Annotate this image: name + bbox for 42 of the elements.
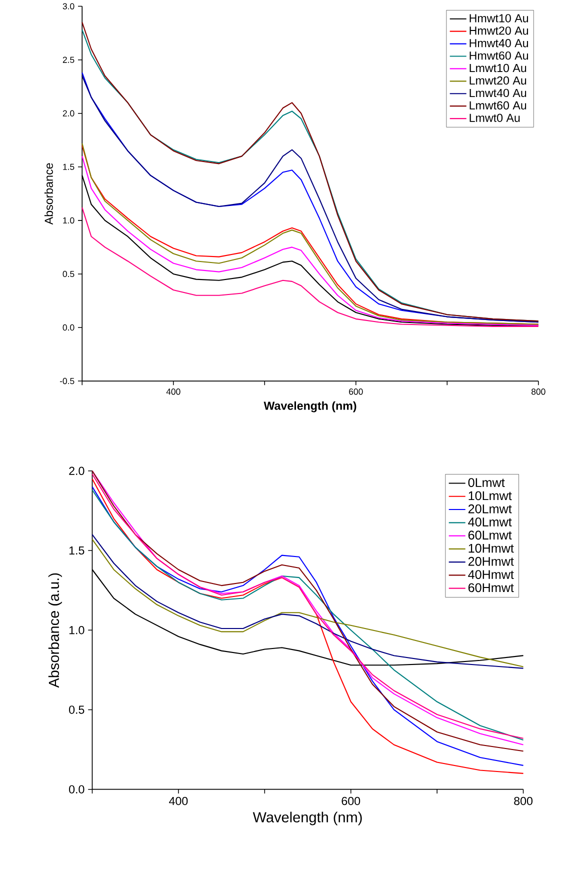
y-tick-label: 1.5 — [63, 164, 74, 170]
legend-label: 60Hmwt — [468, 583, 514, 592]
legend-label: Lmwt20 Au — [470, 76, 526, 85]
legend-label: 10Hmwt — [468, 544, 514, 553]
legend-label: 20Hmwt — [468, 556, 514, 566]
legend-label: 0Lmwt — [468, 478, 505, 488]
legend-label: 40Hmwt — [468, 570, 514, 579]
line-series — [82, 207, 540, 327]
y-tick-label: 2.0 — [63, 110, 74, 116]
x-tick-label: 600 — [342, 796, 360, 806]
y-tick-label: 0.5 — [63, 270, 74, 278]
legend-label: Lmwt0 Au — [470, 114, 520, 122]
y-tick-label: -0.5 — [60, 378, 74, 384]
legend-label: Lmwt60 Au — [470, 101, 526, 110]
x-tick-label: 800 — [532, 388, 546, 395]
y-tick-label: 0.0 — [69, 785, 84, 794]
legend-label: 20Lmwt — [468, 504, 512, 514]
y-axis-title: Absorbance (a.u.) — [48, 573, 62, 688]
y-tick-label: 0.0 — [63, 324, 74, 331]
y-tick-label: 1.0 — [63, 217, 74, 224]
x-tick-label: 400 — [166, 388, 180, 395]
x-tick-label: 400 — [169, 796, 188, 806]
x-tick-label: 600 — [349, 388, 363, 395]
legend-label: Hmwt10 Au — [470, 14, 528, 22]
legend-label: Hmwt60 Au — [470, 51, 528, 60]
legend-label: 40Lmwt — [468, 518, 512, 526]
legend-label: 60Lmwt — [468, 530, 512, 540]
y-tick-label: 2.0 — [69, 466, 84, 476]
legend-label: Hmwt20 Au — [470, 26, 528, 35]
legend-label: 10Lmwt — [468, 491, 512, 500]
legend-label: Lmwt40 Au — [470, 88, 526, 98]
legend-label: Lmwt10 Au — [470, 64, 526, 72]
y-axis-title: Absorbance — [44, 163, 54, 225]
x-axis-title: Wavelength (nm) — [264, 401, 356, 412]
x-axis-title: Wavelength (nm) — [253, 812, 362, 826]
legend-label: Hmwt40 Au — [470, 39, 528, 48]
y-tick-label: 1.0 — [70, 626, 84, 634]
x-tick-label: 800 — [514, 796, 533, 806]
y-tick-label: 1.5 — [70, 546, 84, 555]
y-tick-label: 3.0 — [63, 3, 74, 10]
y-tick-label: 0.5 — [69, 706, 84, 714]
y-tick-label: 2.5 — [63, 56, 74, 63]
